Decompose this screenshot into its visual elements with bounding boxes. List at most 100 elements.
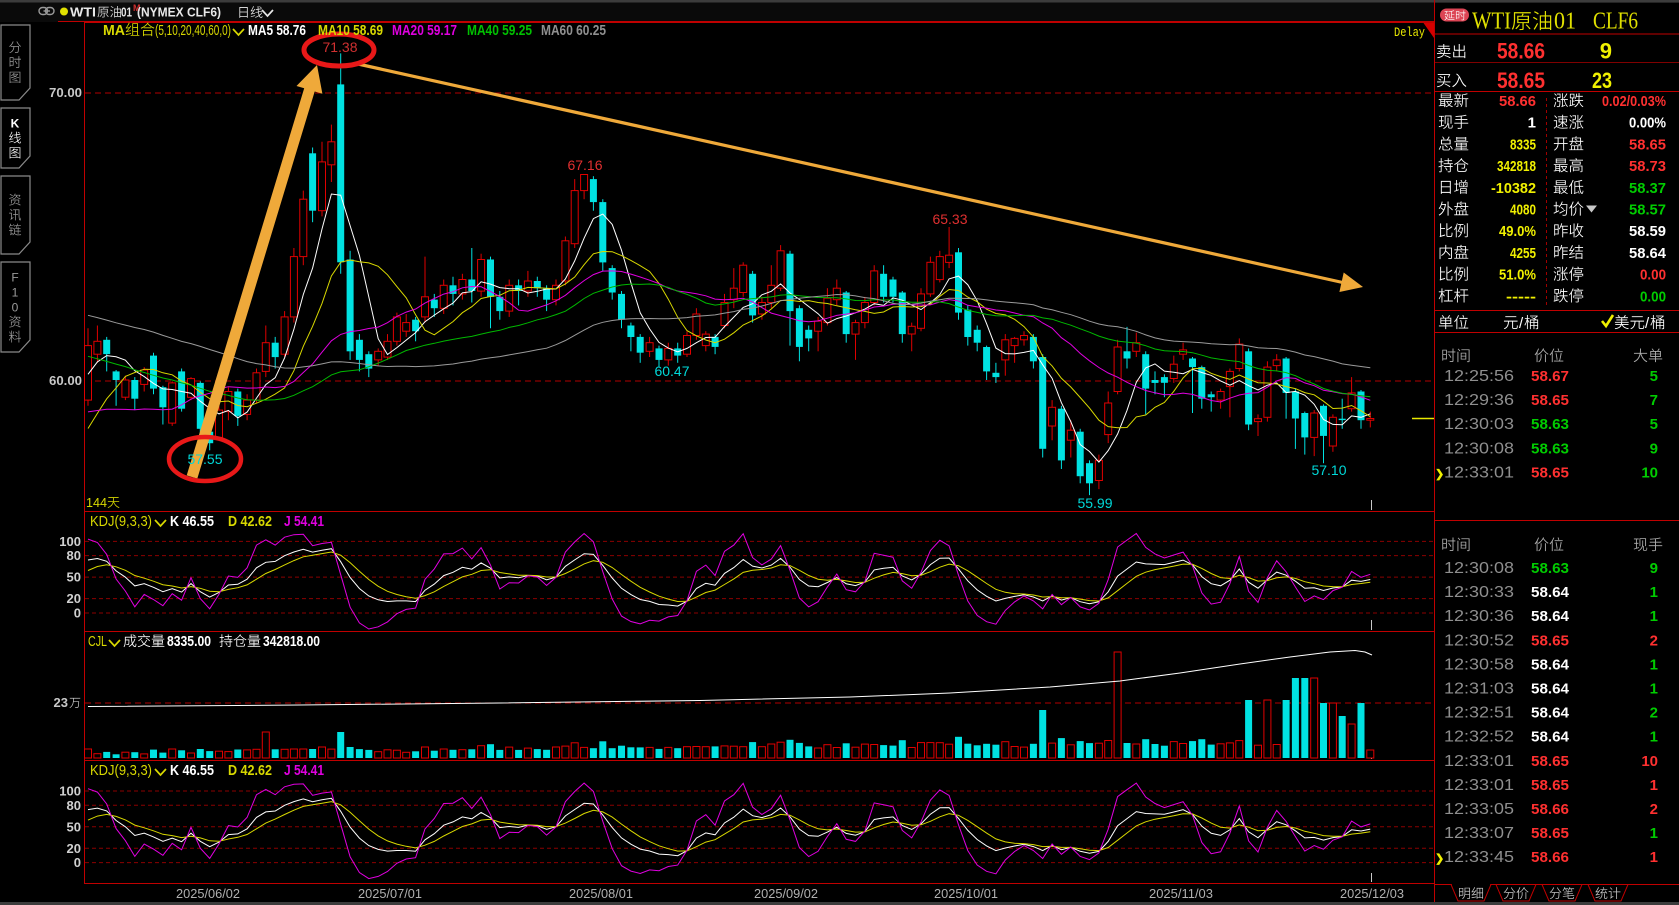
svg-text:58.65: 58.65 (1629, 136, 1666, 153)
svg-text:71.38: 71.38 (322, 39, 357, 55)
svg-text:-----: ----- (1506, 288, 1536, 305)
svg-text:50: 50 (67, 570, 81, 585)
svg-text:7: 7 (1650, 392, 1658, 409)
svg-text:58.57: 58.57 (1629, 202, 1666, 219)
svg-text:2025/09/02: 2025/09/02 (754, 886, 818, 901)
svg-text:144: 144 (86, 495, 107, 510)
svg-text:58.73: 58.73 (1629, 158, 1666, 175)
svg-text:20: 20 (67, 841, 81, 856)
svg-text:CJL: CJL (88, 633, 107, 650)
svg-text:0.00%: 0.00% (1629, 115, 1666, 132)
svg-text:58.66: 58.66 (1499, 93, 1536, 110)
svg-text:57.10: 57.10 (1311, 462, 1346, 478)
svg-text:K 46.55: K 46.55 (170, 513, 214, 530)
svg-text:12:33:01: 12:33:01 (1444, 753, 1514, 770)
svg-text:10: 10 (1641, 464, 1658, 481)
svg-text:J 54.41: J 54.41 (284, 762, 324, 779)
svg-text:D 42.62: D 42.62 (228, 762, 272, 779)
svg-text:4080: 4080 (1510, 202, 1536, 219)
svg-text:342818: 342818 (1497, 158, 1536, 175)
svg-text:12:32:51: 12:32:51 (1444, 705, 1514, 722)
svg-text:58.67: 58.67 (1531, 368, 1569, 385)
svg-text:4255: 4255 (1510, 245, 1536, 262)
svg-text:Delay: Delay (1394, 25, 1425, 40)
svg-text:58.64: 58.64 (1531, 729, 1570, 746)
svg-text:100: 100 (59, 534, 81, 549)
svg-text:12:31:03: 12:31:03 (1444, 681, 1514, 698)
svg-text:58.64: 58.64 (1531, 681, 1570, 698)
svg-text:5: 5 (1650, 368, 1658, 385)
svg-text:01: 01 (121, 6, 132, 20)
svg-text:WTI: WTI (1472, 9, 1511, 35)
svg-text:1: 1 (1650, 777, 1658, 794)
svg-text:0: 0 (74, 855, 81, 870)
svg-text:❯: ❯ (1435, 853, 1444, 865)
svg-text:MA5 58.76: MA5 58.76 (248, 22, 306, 39)
svg-text:/: / (1519, 315, 1524, 332)
svg-text:1: 1 (12, 286, 19, 300)
svg-text:12:30:52: 12:30:52 (1444, 632, 1514, 649)
svg-text:70.00: 70.00 (49, 85, 82, 100)
svg-text:1: 1 (1528, 115, 1536, 132)
svg-text:58.66: 58.66 (1497, 39, 1545, 64)
svg-text:342818.00: 342818.00 (263, 633, 320, 650)
svg-text:D 42.62: D 42.62 (228, 513, 272, 530)
svg-text:J 54.41: J 54.41 (284, 513, 324, 530)
svg-text:1: 1 (1650, 681, 1658, 698)
svg-text:12:30:36: 12:30:36 (1444, 608, 1514, 625)
svg-text:49.0%: 49.0% (1499, 223, 1536, 240)
svg-text:8335: 8335 (1510, 136, 1536, 153)
svg-text:2025/12/03: 2025/12/03 (1340, 886, 1404, 901)
svg-text:1: 1 (1650, 608, 1658, 625)
svg-text:01: 01 (1554, 9, 1576, 35)
svg-text:12:30:03: 12:30:03 (1444, 416, 1514, 433)
svg-text:12:25:56: 12:25:56 (1444, 368, 1514, 385)
svg-text:MA60 60.25: MA60 60.25 (541, 22, 606, 39)
svg-text:55.99: 55.99 (1077, 495, 1112, 511)
svg-text:8335.00: 8335.00 (167, 633, 211, 650)
svg-text:K: K (11, 117, 20, 131)
svg-text:WTI: WTI (70, 6, 96, 20)
svg-text:65.33: 65.33 (932, 211, 967, 227)
svg-text:58.59: 58.59 (1629, 223, 1666, 240)
svg-text:58.65: 58.65 (1531, 632, 1569, 649)
svg-text:F: F (11, 271, 18, 285)
svg-text:10: 10 (1641, 753, 1658, 770)
svg-text:0: 0 (74, 606, 81, 621)
svg-text:58.37: 58.37 (1629, 180, 1666, 197)
svg-text:12:33:05: 12:33:05 (1444, 801, 1514, 818)
svg-text:12:30:33: 12:30:33 (1444, 584, 1514, 601)
svg-text:58.65: 58.65 (1531, 753, 1569, 770)
svg-text:12:33:01: 12:33:01 (1444, 777, 1514, 794)
svg-text:12:33:45: 12:33:45 (1444, 849, 1514, 866)
svg-text:50: 50 (67, 819, 81, 834)
svg-text:MA10 58.69: MA10 58.69 (318, 22, 383, 39)
svg-text:51.0%: 51.0% (1499, 267, 1536, 284)
svg-text:58.65: 58.65 (1531, 392, 1569, 409)
svg-text:MA40 59.25: MA40 59.25 (467, 22, 532, 39)
svg-text:1: 1 (1650, 849, 1658, 866)
svg-text:58.64: 58.64 (1629, 245, 1667, 262)
svg-text:58.63: 58.63 (1531, 560, 1569, 577)
svg-text:58.66: 58.66 (1531, 801, 1569, 818)
svg-text:MA: MA (103, 22, 125, 39)
svg-text:23: 23 (1592, 68, 1612, 93)
svg-text:58.64: 58.64 (1531, 705, 1570, 722)
svg-text:2025/08/01: 2025/08/01 (569, 886, 633, 901)
svg-text:58.65: 58.65 (1531, 777, 1569, 794)
svg-text:2: 2 (1650, 632, 1658, 649)
svg-text:0: 0 (12, 301, 19, 315)
svg-text:(5,10,20,40,60,0): (5,10,20,40,60,0) (155, 22, 231, 39)
svg-text:58.64: 58.64 (1531, 656, 1570, 673)
svg-text:1: 1 (1650, 656, 1658, 673)
svg-text:2025/07/01: 2025/07/01 (358, 886, 422, 901)
svg-text:12:32:52: 12:32:52 (1444, 729, 1514, 746)
svg-text:CLF6: CLF6 (1593, 9, 1638, 35)
svg-text:58.64: 58.64 (1531, 584, 1570, 601)
svg-text:80: 80 (67, 548, 81, 563)
svg-text:12:29:36: 12:29:36 (1444, 392, 1514, 409)
svg-text:20: 20 (67, 591, 81, 606)
svg-text:9: 9 (1650, 440, 1658, 457)
svg-text:2025/10/01: 2025/10/01 (934, 886, 998, 901)
svg-text:MA20 59.17: MA20 59.17 (392, 22, 457, 39)
